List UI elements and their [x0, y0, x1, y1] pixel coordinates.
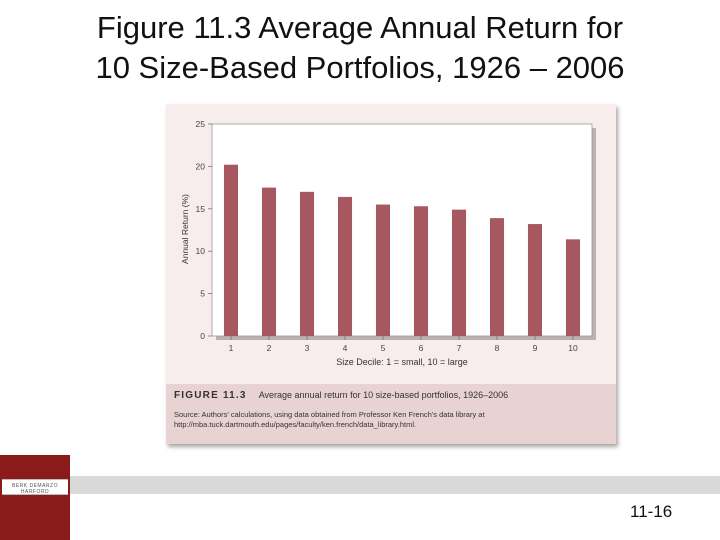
logo-text: BERK DEMARZO HARFORD [11, 483, 58, 495]
y-tick-label: 10 [196, 246, 206, 256]
figure-box: 0 5 10 15 20 25 1 2 3 4 5 6 7 8 9 10 Annual Return (%)… [166, 104, 616, 444]
x-tick-label: 10 [568, 343, 578, 353]
x-tick-label: 3 [305, 343, 310, 353]
y-tick-label: 25 [196, 119, 206, 129]
footer-band [70, 476, 720, 494]
bar-decile-4 [337, 196, 353, 336]
x-tick-label: 6 [419, 343, 424, 353]
publisher-logo: BERK DEMARZO HARFORD [0, 455, 70, 540]
x-tick-label: 9 [533, 343, 538, 353]
slide-title: Figure 11.3 Average Annual Return for 10… [0, 8, 720, 88]
x-tick-label: 5 [381, 343, 386, 353]
bar-chart: 0 5 10 15 20 25 1 2 3 4 5 6 7 8 9 10 Annual Return (%)… [180, 119, 596, 367]
bar-decile-9 [527, 224, 543, 336]
x-axis-label: Size Decile: 1 = small, 10 = large [336, 357, 468, 367]
caption-source: Source: Authors' calculations, using dat… [174, 410, 485, 429]
slide-title-line-2: 10 Size-Based Portfolios, 1926 – 2006 [95, 50, 625, 85]
bar-decile-6 [413, 206, 429, 336]
bar-decile-1 [223, 164, 239, 336]
x-tick-label: 1 [229, 343, 234, 353]
x-tick-label: 8 [495, 343, 500, 353]
bar-decile-2 [261, 187, 277, 336]
x-axis: 1 2 3 4 5 6 7 8 9 10 [229, 336, 578, 353]
bar-decile-5 [375, 204, 391, 336]
y-tick-label: 15 [196, 204, 206, 214]
x-tick-label: 7 [457, 343, 462, 353]
bars [223, 164, 581, 336]
x-tick-label: 2 [267, 343, 272, 353]
bar-decile-8 [489, 218, 505, 336]
x-tick-label: 4 [343, 343, 348, 353]
y-tick-label: 0 [200, 331, 205, 341]
figure-label: FIGURE 11.3 [174, 390, 247, 401]
y-tick-label: 5 [200, 289, 205, 299]
y-axis-label: Annual Return (%) [180, 194, 190, 264]
bar-decile-7 [451, 209, 467, 336]
slide-title-line-1: Figure 11.3 Average Annual Return for [96, 10, 624, 45]
bar-decile-10 [565, 239, 581, 336]
logo-strip: BERK DEMARZO HARFORD [2, 479, 68, 495]
y-tick-label: 20 [196, 161, 206, 171]
caption-band: FIGURE 11.3 Average annual return for 10… [166, 384, 616, 444]
bar-decile-3 [299, 191, 315, 336]
slide-number: 11-16 [630, 502, 673, 521]
caption-heading: FIGURE 11.3 Average annual return for 10… [174, 390, 508, 401]
caption-text: Average annual return for 10 size-based … [258, 390, 509, 400]
y-axis: 0 5 10 15 20 25 [196, 119, 212, 341]
